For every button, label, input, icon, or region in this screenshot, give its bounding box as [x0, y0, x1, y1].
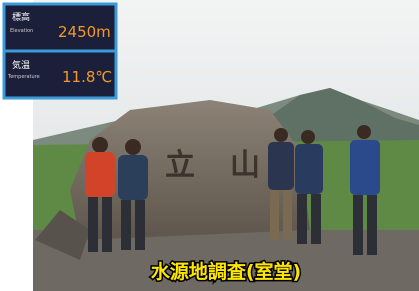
elevation-kanji: 標高 [12, 11, 30, 23]
temperature-english: Temperature [7, 74, 40, 80]
temperature-value: 11.8℃ [62, 68, 112, 86]
temperature-kanji: 気温 [12, 59, 30, 71]
caption: 水源地調査(室堂) [151, 260, 301, 283]
info-overlay: 標高 Elevation 2450m 気温 Temperature 11.8℃ [4, 4, 116, 98]
elevation-english: Elevation [10, 28, 33, 34]
screenshot: 立 山 標高 Elevation 2450m 気温 Temperature 11… [0, 0, 419, 291]
elevation-value: 2450m [58, 23, 111, 41]
rock-text: 山 [230, 148, 260, 183]
rock-text: 立 [165, 148, 195, 183]
